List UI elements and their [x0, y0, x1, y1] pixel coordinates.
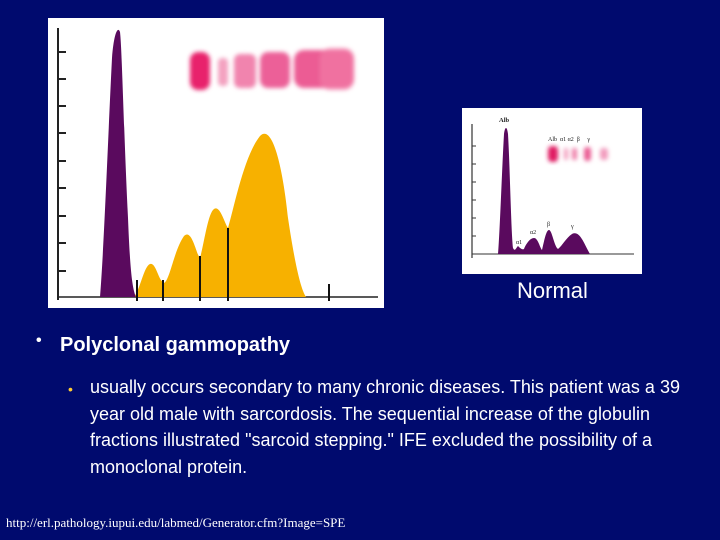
- fraction-dividers: [136, 228, 330, 301]
- normal-figure: Alb Alb α1 α2 β γ α1 α2 β γ: [462, 108, 642, 274]
- gel-band-beta: [260, 52, 290, 88]
- normal-gel-strip: [548, 146, 608, 162]
- normal-label-alb: Alb: [499, 117, 510, 124]
- bullet-level1-text: Polyclonal gammopathy: [60, 334, 291, 356]
- y-axis-ticks: [58, 51, 66, 272]
- gel-strip: [190, 48, 354, 90]
- gel-band-albumin: [190, 52, 210, 90]
- gel-band-alpha2: [234, 54, 256, 88]
- normal-label-alpha2: α2: [530, 230, 536, 236]
- normal-tracing: Alb Alb α1 α2 β γ α1 α2 β γ: [471, 117, 634, 258]
- bullet-marker: •: [36, 332, 42, 349]
- normal-strip-header: Alb α1 α2 β γ: [548, 137, 590, 143]
- globulin-fractions: [134, 133, 306, 297]
- normal-label-gamma: γ: [570, 224, 574, 230]
- gel-band-alpha1: [218, 58, 228, 86]
- normal-label-beta: β: [547, 222, 550, 228]
- sub-bullet-marker: •: [68, 381, 73, 397]
- normal-peaks: [498, 128, 590, 254]
- source-url[interactable]: http://erl.pathology.iupui.edu/labmed/Ge…: [6, 515, 346, 530]
- electrophoresis-tracing: [57, 28, 378, 301]
- normal-label-alpha1: α1: [516, 240, 522, 246]
- electrophoresis-figure: [48, 18, 384, 308]
- albumin-peak: [100, 29, 136, 297]
- bullet-level2: • usually occurs secondary to many chron…: [68, 374, 688, 480]
- bullet-level2-text: usually occurs secondary to many chronic…: [90, 377, 680, 477]
- normal-caption: Normal: [517, 278, 588, 303]
